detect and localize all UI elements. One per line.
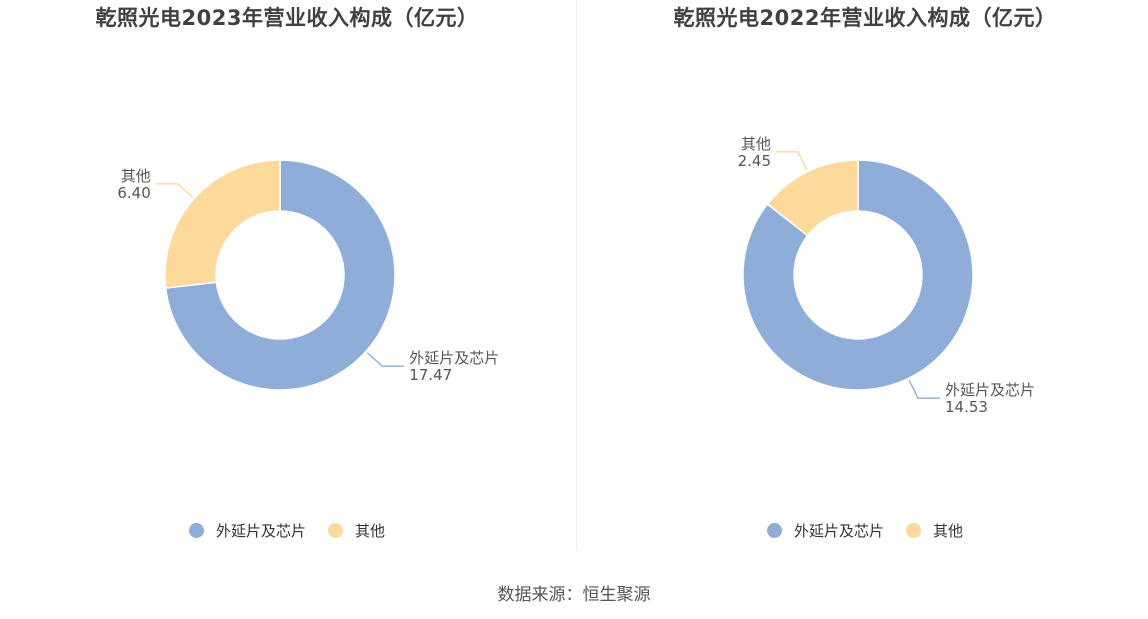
slice-value-label: 17.47 <box>409 366 452 384</box>
legend-marker-series-2 <box>328 523 343 538</box>
legend-item-series-2[interactable]: 其他 <box>906 520 963 541</box>
legend-marker-series-1 <box>188 523 204 538</box>
legend-label: 其他 <box>933 522 964 540</box>
legend-label: 外延片及芯片 <box>793 522 884 540</box>
chart-panel-2023: 乾照光电2023年营业收入构成（亿元） 外延片及芯片 17.47 其他 6.40 外延… <box>0 0 574 550</box>
donut-slice[interactable] <box>742 159 974 391</box>
slice-label: 其他 <box>741 135 771 153</box>
label-leader-line <box>155 183 194 198</box>
slice-label: 其他 <box>121 167 151 185</box>
donut-slice[interactable] <box>164 159 281 289</box>
label-leader-line <box>776 151 808 171</box>
slice-value-label: 14.53 <box>945 398 988 416</box>
legend-label: 外延片及芯片 <box>215 522 306 540</box>
legend-item-series-1[interactable]: 外延片及芯片 <box>766 520 884 541</box>
panel-divider <box>576 0 577 550</box>
legend-label: 其他 <box>355 522 386 540</box>
chart-panel-2022: 乾照光电2022年营业收入构成（亿元） 外延片及芯片 14.53 其他 2.45 外延… <box>578 0 1148 550</box>
slice-label: 外延片及芯片 <box>945 381 1035 399</box>
slice-value-label: 6.40 <box>117 184 150 202</box>
donut-slice[interactable] <box>164 159 396 391</box>
data-source-note: 数据来源：恒生聚源 <box>497 585 651 605</box>
slice-value-label: 2.45 <box>738 152 771 170</box>
chart-title: 乾照光电2023年营业收入构成（亿元） <box>95 6 479 30</box>
chart-title: 乾照光电2022年营业收入构成（亿元） <box>673 6 1057 30</box>
chart-legend: 外延片及芯片 其他 <box>578 520 1148 541</box>
legend-item-series-1[interactable]: 外延片及芯片 <box>188 520 306 541</box>
legend-marker-series-2 <box>906 523 921 538</box>
legend-marker-series-1 <box>766 523 782 538</box>
donut-slice[interactable] <box>766 159 859 237</box>
label-leader-line <box>908 379 940 399</box>
label-leader-line <box>366 352 405 367</box>
slice-label: 外延片及芯片 <box>409 349 499 367</box>
chart-legend: 外延片及芯片 其他 <box>0 520 574 541</box>
legend-item-series-2[interactable]: 其他 <box>328 520 385 541</box>
